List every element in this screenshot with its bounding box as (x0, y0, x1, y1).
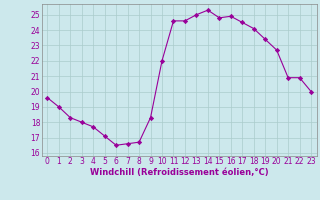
X-axis label: Windchill (Refroidissement éolien,°C): Windchill (Refroidissement éolien,°C) (90, 168, 268, 177)
